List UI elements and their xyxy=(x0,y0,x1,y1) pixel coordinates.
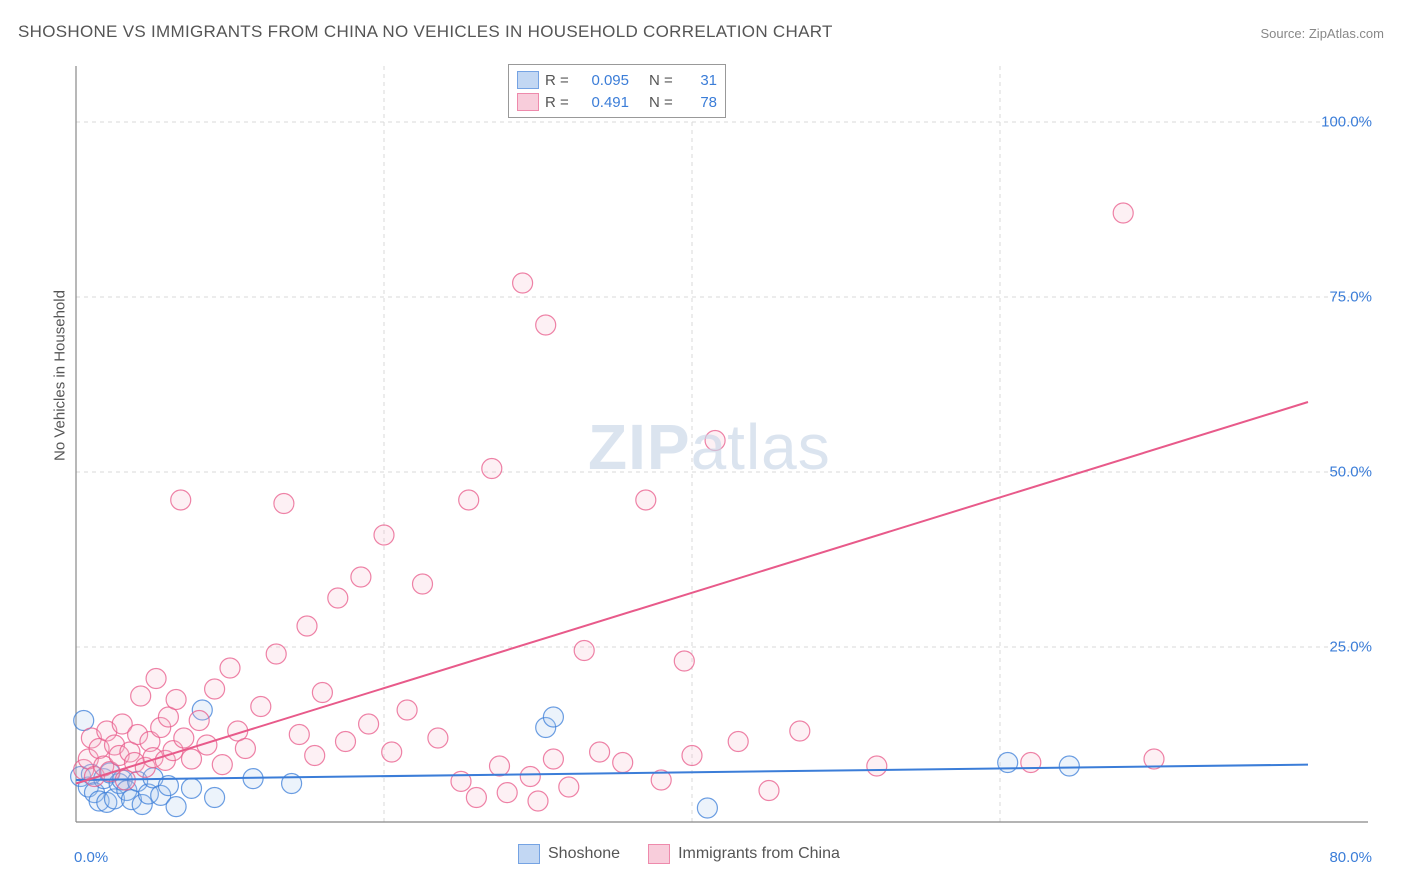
y-tick-label: 75.0% xyxy=(1329,289,1372,306)
x-tick-label: 80.0% xyxy=(1329,849,1372,866)
chart-canvas xyxy=(48,60,1378,862)
legend-swatch xyxy=(517,71,539,89)
legend-swatch xyxy=(648,844,670,864)
series-legend-item: Shoshone xyxy=(518,844,620,864)
y-tick-label: 50.0% xyxy=(1329,464,1372,481)
legend-n-value: 31 xyxy=(683,72,717,89)
legend-n-label: N = xyxy=(649,72,677,89)
series-legend-item: Immigrants from China xyxy=(648,844,840,864)
series-legend-label: Shoshone xyxy=(548,845,620,863)
scatter-plot-area: No Vehicles in Household ZIPatlas R =0.0… xyxy=(48,60,1378,862)
x-tick-label: 0.0% xyxy=(74,849,108,866)
source-attribution: Source: ZipAtlas.com xyxy=(1260,26,1384,41)
legend-r-label: R = xyxy=(545,94,573,111)
chart-title: SHOSHONE VS IMMIGRANTS FROM CHINA NO VEH… xyxy=(18,22,833,42)
legend-r-label: R = xyxy=(545,72,573,89)
series-legend-label: Immigrants from China xyxy=(678,845,840,863)
source-prefix: Source: xyxy=(1260,26,1308,41)
legend-n-label: N = xyxy=(649,94,677,111)
correlation-legend: R = 0.095 N = 31 R = 0.491 N = 78 xyxy=(508,64,726,118)
legend-r-value: 0.491 xyxy=(579,94,629,111)
series-legend: Shoshone Immigrants from China xyxy=(518,844,840,864)
y-tick-label: 25.0% xyxy=(1329,639,1372,656)
legend-swatch xyxy=(517,93,539,111)
y-tick-label: 100.0% xyxy=(1321,114,1372,131)
legend-n-value: 78 xyxy=(683,94,717,111)
legend-swatch xyxy=(518,844,540,864)
source-link[interactable]: ZipAtlas.com xyxy=(1309,26,1384,41)
legend-row: R = 0.491 N = 78 xyxy=(517,91,717,113)
legend-row: R = 0.095 N = 31 xyxy=(517,69,717,91)
legend-r-value: 0.095 xyxy=(579,72,629,89)
